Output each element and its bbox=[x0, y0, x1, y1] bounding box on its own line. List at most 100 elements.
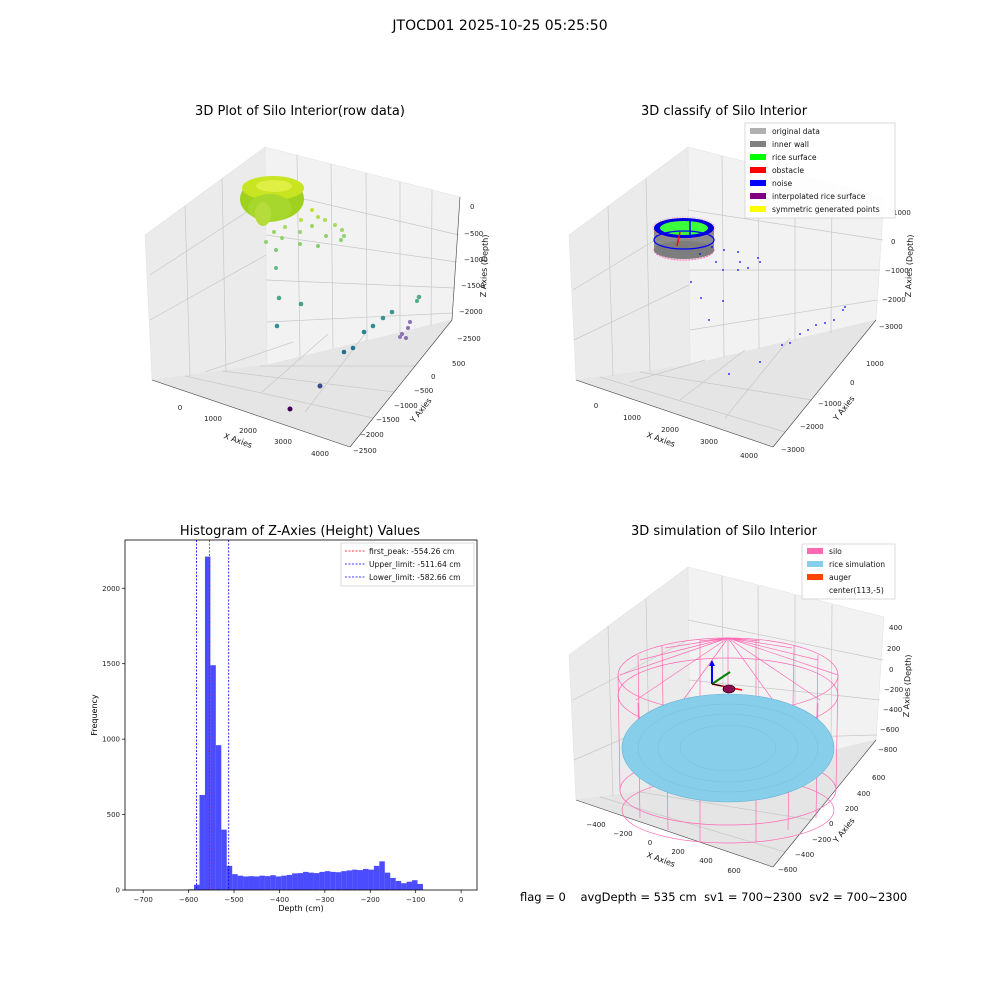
svg-text:−3000: −3000 bbox=[781, 446, 805, 454]
histogram-bar bbox=[319, 871, 325, 890]
panel2-z-ticks: 1000 0 −1000 −2000 −3000 bbox=[879, 209, 911, 331]
svg-text:0: 0 bbox=[850, 379, 854, 387]
footer-avg-depth: avgDepth = 535 cm bbox=[580, 890, 697, 904]
svg-text:200: 200 bbox=[845, 805, 858, 813]
histogram-bar bbox=[210, 665, 216, 890]
svg-text:0: 0 bbox=[178, 404, 182, 412]
histogram-frame bbox=[124, 539, 478, 891]
panel4-rice-surface bbox=[621, 693, 835, 803]
legend-swatch-obstacle bbox=[750, 167, 766, 173]
svg-text:0: 0 bbox=[889, 666, 893, 674]
histogram-y-tick-label: 500 bbox=[107, 811, 120, 819]
histogram-bar bbox=[412, 880, 418, 890]
histogram-bar bbox=[226, 865, 233, 890]
panel2-axis-lines bbox=[575, 319, 877, 448]
panel4-zlabel: Z Axies (Depth) bbox=[902, 654, 913, 717]
svg-text:−1000: −1000 bbox=[394, 402, 418, 410]
figure-title: JTOCD01 2025-10-25 05:25:50 bbox=[392, 18, 608, 34]
panel2-title: 3D classify of Silo Interior bbox=[640, 104, 808, 119]
panel1-x-ticks: 0 1000 2000 3000 4000 bbox=[178, 404, 329, 458]
svg-text:2000: 2000 bbox=[661, 426, 679, 434]
histogram-bar bbox=[390, 877, 396, 890]
histogram-x-ticks: −700 −600 −500 −400 −300 −200 −100 0 bbox=[134, 890, 463, 904]
svg-text:inner wall: inner wall bbox=[772, 140, 809, 149]
legend-lower-limit: Lower_limit: -582.66 cm bbox=[369, 573, 461, 582]
svg-text:3000: 3000 bbox=[700, 438, 718, 446]
svg-text:−1000: −1000 bbox=[818, 400, 842, 408]
histogram-bar bbox=[401, 883, 407, 890]
svg-text:−200: −200 bbox=[812, 836, 831, 844]
histogram-bar bbox=[259, 875, 265, 890]
panel4-title: 3D simulation of Silo Interior bbox=[631, 524, 817, 539]
panel4-x-ticks: −400 −200 0 200 400 600 bbox=[586, 821, 740, 875]
panel2-silo-classified bbox=[652, 216, 716, 261]
svg-text:−500: −500 bbox=[464, 230, 483, 238]
panel1-title: 3D Plot of Silo Interior(row data) bbox=[195, 104, 405, 119]
legend-swatch-silo bbox=[807, 548, 823, 554]
svg-text:−200: −200 bbox=[884, 686, 903, 694]
svg-text:−1500: −1500 bbox=[461, 282, 485, 290]
svg-text:0: 0 bbox=[648, 839, 652, 847]
svg-text:0: 0 bbox=[470, 203, 474, 211]
histogram-bars bbox=[188, 556, 423, 890]
histogram-bar bbox=[264, 876, 271, 890]
histogram-bar bbox=[248, 876, 254, 890]
svg-text:−3000: −3000 bbox=[879, 323, 903, 331]
histogram-bar bbox=[357, 870, 363, 890]
panel1-silo-cloud bbox=[240, 176, 304, 226]
panel4-legend: silo rice simulation auger center(113,-5… bbox=[801, 543, 896, 600]
panel4-z-ticks: 400 200 0 −200 −400 −600 −800 bbox=[878, 624, 903, 754]
histogram-bar bbox=[373, 865, 380, 890]
histogram-bar bbox=[379, 861, 385, 890]
svg-text:2000: 2000 bbox=[239, 427, 257, 435]
panel2-zlabel: Z Axies (Depth) bbox=[904, 234, 915, 297]
panel2-x-ticks: 0 1000 2000 3000 4000 bbox=[594, 402, 758, 460]
histogram-bar bbox=[324, 871, 331, 890]
panel1-gridlines bbox=[149, 154, 460, 419]
histogram-bar bbox=[335, 872, 342, 890]
histogram-x-tick-label: −500 bbox=[224, 896, 243, 904]
svg-text:1000: 1000 bbox=[866, 360, 884, 368]
svg-text:4000: 4000 bbox=[740, 452, 758, 460]
svg-text:−2000: −2000 bbox=[360, 431, 384, 439]
histogram-bar bbox=[297, 873, 304, 890]
histogram-x-tick-label: −300 bbox=[315, 896, 334, 904]
histogram-bar bbox=[275, 876, 282, 890]
histogram-bar bbox=[232, 874, 238, 890]
svg-text:−400: −400 bbox=[586, 821, 605, 829]
svg-text:obstacle: obstacle bbox=[772, 166, 804, 175]
panel4-axis-lines bbox=[575, 739, 877, 868]
svg-text:400: 400 bbox=[889, 624, 902, 632]
status-footer: flag = 0 avgDepth = 535 cm sv1 = 700~230… bbox=[520, 890, 907, 904]
svg-text:original data: original data bbox=[772, 127, 820, 136]
svg-text:−400: −400 bbox=[795, 851, 814, 859]
histogram-bar bbox=[368, 869, 374, 890]
histogram-bar bbox=[384, 872, 391, 890]
histogram-legend: first_peak: -554.26 cm Upper_limit: -511… bbox=[340, 542, 475, 587]
histogram-bar bbox=[292, 873, 298, 890]
panel2-y-ticks: 1000 0 −1000 −2000 −3000 bbox=[781, 360, 884, 454]
histogram-vlines bbox=[196, 540, 230, 890]
histogram-bar bbox=[204, 556, 211, 890]
svg-text:center(113,-5): center(113,-5) bbox=[829, 586, 884, 595]
histogram-bar bbox=[286, 874, 293, 890]
panel1-zlabel: Z Axies (Depth) bbox=[479, 234, 490, 297]
svg-text:400: 400 bbox=[699, 857, 712, 865]
histogram-bar bbox=[352, 869, 358, 890]
histogram-x-tick-label: 0 bbox=[459, 896, 463, 904]
legend-swatch-auger bbox=[807, 574, 823, 580]
svg-text:0: 0 bbox=[829, 820, 833, 828]
legend-swatch-inner-wall bbox=[750, 141, 766, 147]
histogram-bar bbox=[303, 871, 309, 890]
histogram-bar bbox=[221, 829, 227, 890]
panel1-scatter-points bbox=[264, 208, 422, 412]
histogram-y-ticks: 0 500 1000 1500 2000 bbox=[102, 585, 125, 895]
svg-text:−500: −500 bbox=[414, 387, 433, 395]
legend-swatch-noise bbox=[750, 180, 766, 186]
svg-text:−600: −600 bbox=[880, 726, 899, 734]
histogram-bar bbox=[313, 873, 320, 890]
histogram-y-tick-label: 2000 bbox=[102, 585, 120, 593]
